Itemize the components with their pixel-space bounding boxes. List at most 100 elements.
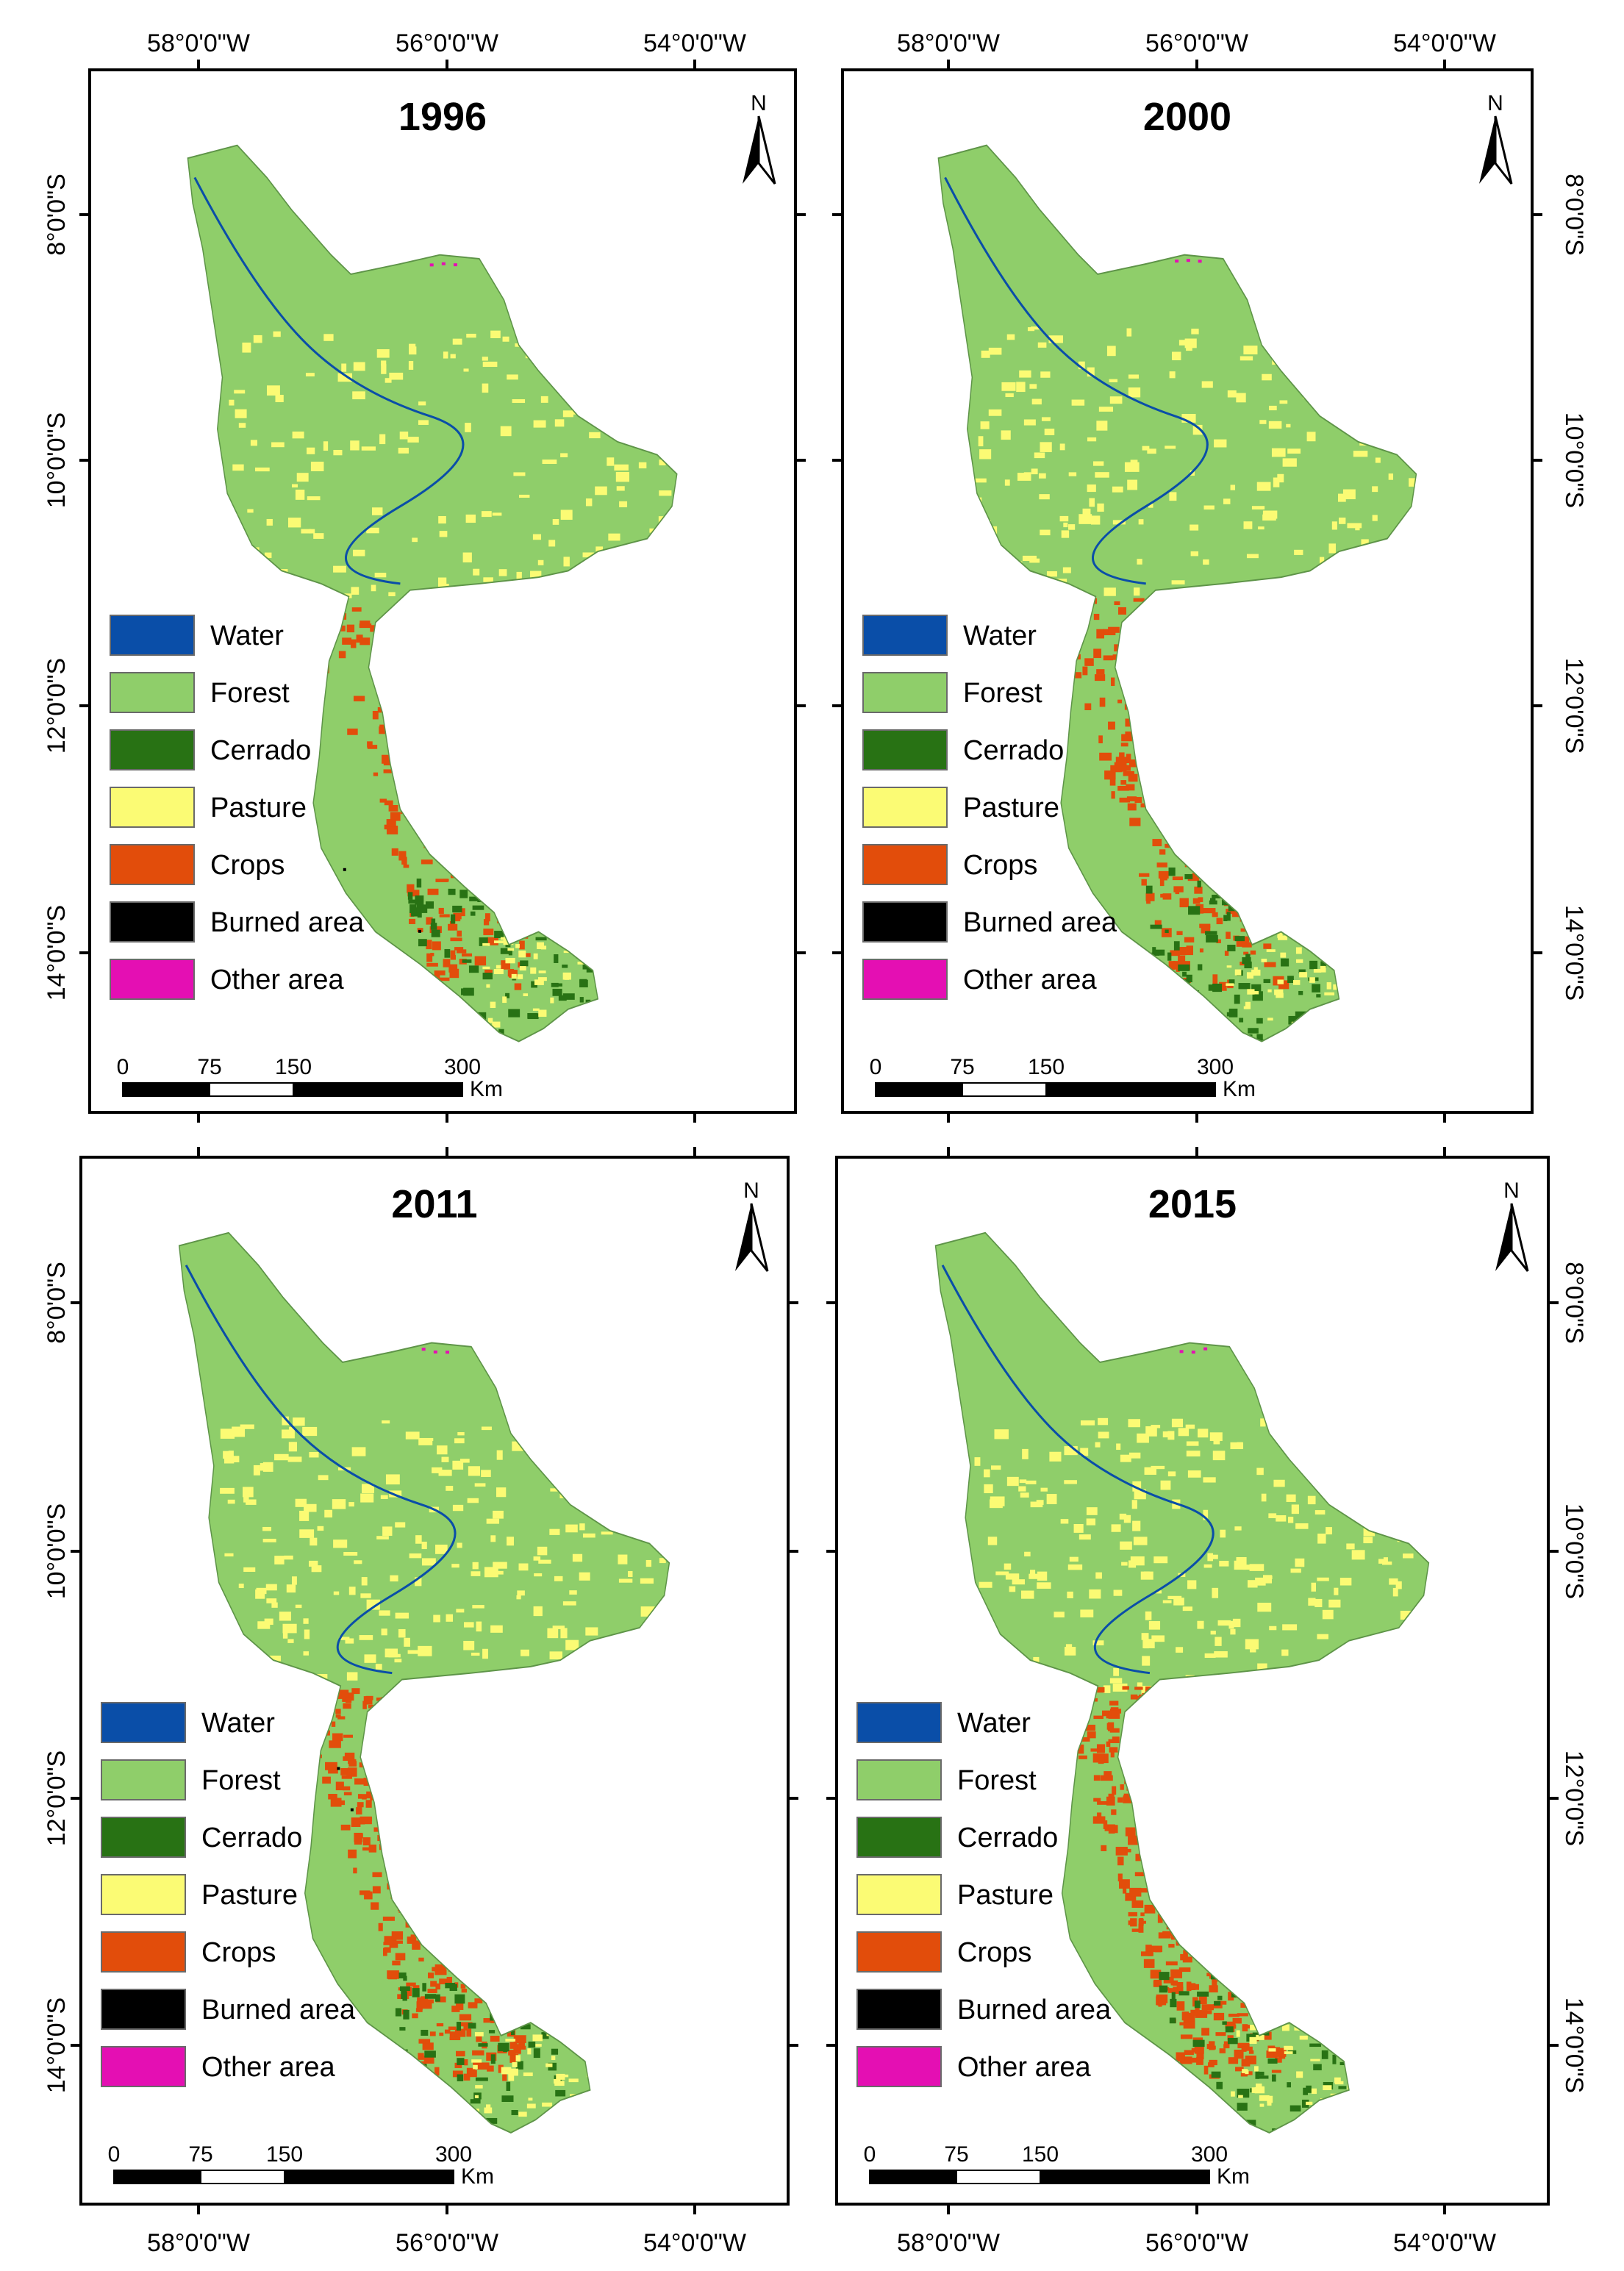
pasture-patch bbox=[1266, 949, 1276, 952]
cerrado-patch bbox=[1222, 2021, 1227, 2025]
crops-patch bbox=[1232, 2017, 1242, 2024]
cerrado-patch bbox=[482, 973, 493, 980]
crops-patch bbox=[1113, 1825, 1118, 1834]
pasture-patch bbox=[304, 1629, 310, 1639]
pasture-patch bbox=[1030, 1570, 1036, 1575]
crops-patch bbox=[1198, 897, 1203, 902]
pasture-patch bbox=[527, 2048, 532, 2055]
crops-patch bbox=[1129, 818, 1141, 826]
pasture-patch bbox=[439, 531, 448, 537]
cerrado-patch bbox=[416, 879, 422, 888]
pasture-patch bbox=[1069, 1556, 1079, 1562]
cerrado-patch bbox=[1237, 2103, 1248, 2111]
crops-patch bbox=[464, 2059, 468, 2066]
pasture-patch bbox=[1314, 1510, 1326, 1515]
pasture-patch bbox=[1260, 1418, 1266, 1427]
scale-bar-segment bbox=[293, 1082, 463, 1097]
pasture-patch bbox=[1290, 1568, 1301, 1573]
cerrado-patch bbox=[551, 982, 559, 987]
crops-patch bbox=[1125, 1848, 1131, 1853]
crops-patch bbox=[1195, 2010, 1208, 2018]
crops-patch bbox=[1071, 672, 1082, 679]
pasture-patch bbox=[486, 2104, 491, 2112]
pasture-patch bbox=[1234, 969, 1242, 976]
cerrado-patch bbox=[1145, 885, 1153, 894]
scale-bar-segment bbox=[956, 2170, 1041, 2184]
pasture-patch bbox=[1191, 329, 1199, 335]
legend-label-forest: Forest bbox=[957, 1765, 1037, 1796]
pasture-patch bbox=[446, 1486, 454, 1491]
pasture-patch bbox=[1342, 489, 1356, 500]
pasture-patch bbox=[1268, 2048, 1276, 2052]
crops-patch bbox=[1206, 2010, 1212, 2014]
pasture-patch bbox=[1060, 1519, 1069, 1524]
pasture-patch bbox=[1267, 989, 1272, 993]
pasture-patch bbox=[471, 1652, 480, 1656]
pasture-patch bbox=[1126, 328, 1132, 337]
crops-patch bbox=[1162, 1931, 1172, 1936]
crops-patch bbox=[1165, 1961, 1178, 1966]
lon-label-bottom-right-3: 54°0'0"W bbox=[1393, 2229, 1496, 2257]
crops-patch bbox=[325, 1762, 337, 1770]
pasture-patch bbox=[1121, 1562, 1128, 1566]
pasture-patch bbox=[511, 973, 517, 979]
legend-swatch-forest bbox=[110, 672, 195, 713]
pasture-patch bbox=[1201, 381, 1213, 388]
crops-patch bbox=[344, 1752, 355, 1761]
legend-swatch-water bbox=[856, 1702, 942, 1743]
pasture-patch bbox=[1029, 384, 1037, 389]
crops-patch bbox=[1190, 2009, 1198, 2016]
crops-patch bbox=[1123, 1793, 1129, 1801]
pasture-patch bbox=[438, 1470, 452, 1476]
pasture-patch bbox=[1131, 1500, 1137, 1509]
crops-patch bbox=[476, 2033, 482, 2042]
scale-bar-segment bbox=[875, 1082, 963, 1097]
cerrado-patch bbox=[412, 1988, 420, 1998]
crops-patch bbox=[473, 2061, 479, 2070]
pasture-patch bbox=[360, 1593, 371, 1598]
pasture-patch bbox=[537, 1546, 548, 1556]
pasture-patch bbox=[550, 1488, 560, 1492]
crops-patch bbox=[1215, 2032, 1226, 2036]
pasture-patch bbox=[1173, 1598, 1184, 1606]
pasture-patch bbox=[265, 1584, 277, 1591]
crops-patch bbox=[428, 1973, 434, 1978]
crops-patch bbox=[1145, 1945, 1152, 1952]
pasture-patch bbox=[1109, 1678, 1123, 1684]
crops-patch bbox=[1135, 1853, 1141, 1861]
crops-patch bbox=[426, 962, 438, 967]
crops-patch bbox=[1106, 1723, 1114, 1730]
scale-bar-tick-label: 75 bbox=[188, 2142, 212, 2167]
pasture-patch bbox=[579, 1572, 590, 1581]
cerrado-patch bbox=[409, 904, 417, 914]
legend-label-water: Water bbox=[210, 620, 284, 651]
crops-patch bbox=[1176, 2001, 1185, 2011]
pasture-patch bbox=[1080, 1448, 1089, 1456]
pasture-patch bbox=[512, 2061, 518, 2067]
scale-bar-tick-label: 150 bbox=[1028, 1055, 1065, 1079]
pasture-patch bbox=[438, 515, 446, 524]
pasture-patch bbox=[552, 1626, 565, 1630]
lon-label-top-right-1: 58°0'0"W bbox=[897, 29, 1000, 57]
pasture-patch bbox=[498, 569, 507, 576]
scale-bar-tick-label: 75 bbox=[197, 1055, 221, 1079]
pasture-patch bbox=[1279, 400, 1288, 404]
cerrado-patch bbox=[1332, 2054, 1337, 2064]
pasture-patch bbox=[560, 1628, 568, 1639]
pasture-patch bbox=[1127, 479, 1138, 490]
crops-patch bbox=[1157, 1914, 1163, 1923]
pasture-patch bbox=[384, 1648, 398, 1658]
crops-patch bbox=[1151, 1945, 1163, 1953]
legend-swatch-cerrado bbox=[110, 729, 195, 770]
crops-patch bbox=[1192, 873, 1199, 879]
pasture-patch bbox=[482, 357, 488, 361]
crops-patch bbox=[1096, 669, 1105, 675]
cerrado-patch bbox=[511, 2110, 518, 2115]
pasture-patch bbox=[309, 1452, 319, 1458]
crops-patch bbox=[463, 2073, 471, 2081]
pasture-patch bbox=[1245, 1639, 1259, 1650]
pasture-patch bbox=[409, 343, 416, 351]
pasture-patch bbox=[1169, 492, 1177, 501]
legend-swatch-crops bbox=[862, 844, 948, 885]
pasture-patch bbox=[565, 1639, 579, 1651]
